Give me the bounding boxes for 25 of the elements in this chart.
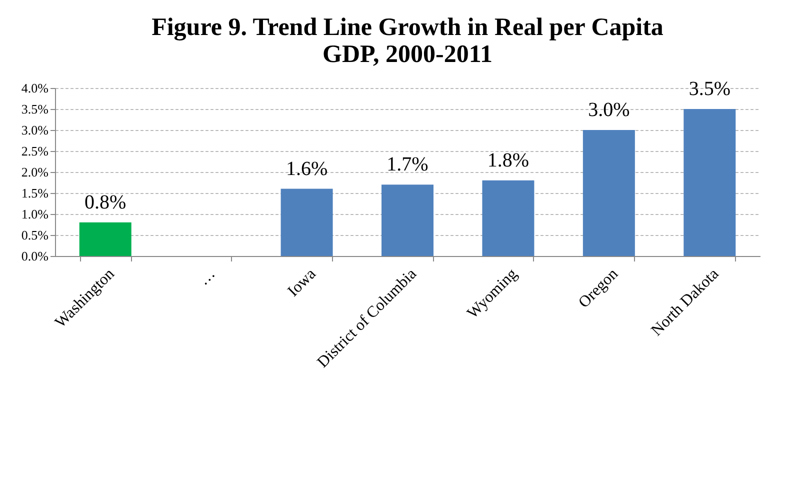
bar — [280, 188, 333, 256]
y-tick-label: 3.5% — [21, 102, 49, 116]
bar — [482, 180, 534, 256]
x-tick-label: Iowa — [284, 266, 320, 300]
y-tick-label: 3.0% — [21, 122, 49, 138]
bar — [382, 184, 434, 256]
data-label: 3.0% — [588, 99, 630, 121]
data-label: 3.5% — [688, 78, 730, 100]
bar — [79, 222, 132, 256]
data-label: 1.8% — [487, 149, 530, 172]
y-tick-label: 0.0% — [21, 248, 49, 264]
data-label: 0.8% — [84, 191, 126, 214]
x-tick-label: … — [195, 266, 219, 289]
y-tick-label: 2.0% — [21, 164, 49, 180]
y-tick-label: 1.5% — [21, 186, 49, 200]
y-tick-label: 4.0% — [21, 80, 49, 96]
y-tick-label: 0.5% — [21, 228, 49, 242]
y-tick-label: 2.5% — [21, 144, 49, 158]
bar — [684, 109, 736, 256]
y-tick-label: 1.0% — [21, 206, 49, 222]
data-label: 1.7% — [386, 154, 428, 176]
bar — [582, 130, 635, 256]
data-label: 1.6% — [286, 158, 328, 180]
text: Figure 9. Trend Line Growth in Real per Capita — [152, 14, 664, 41]
text: GDP, 2000-2011 — [322, 41, 492, 68]
